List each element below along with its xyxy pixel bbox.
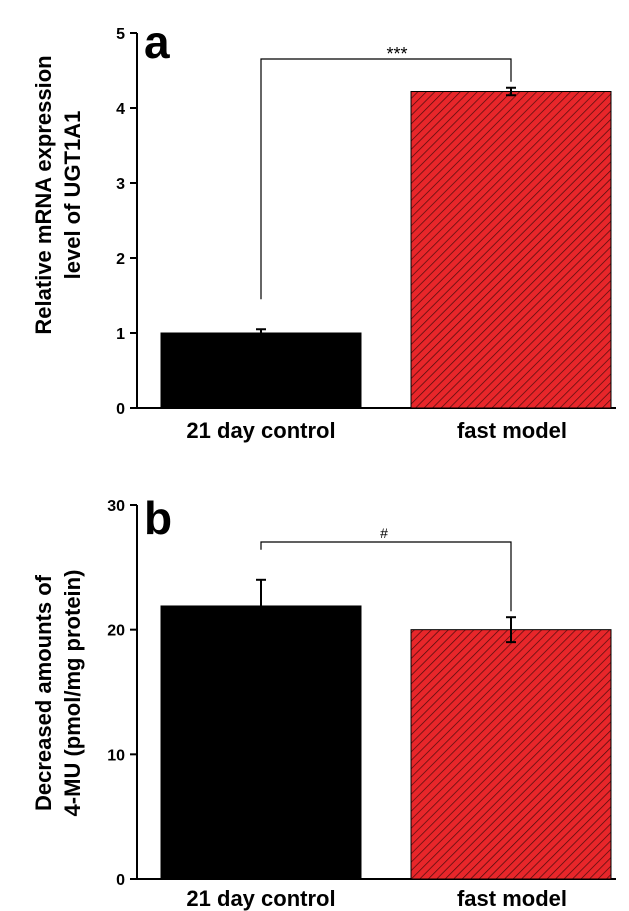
panel-a-errorbar-control [256,328,266,338]
panel-b-ytick-label: 0 [116,872,125,889]
panel-a-errorbar-fast-model [506,86,516,97]
panel-a-ytick-label: 3 [116,176,125,193]
panel-b-significance: # [380,525,388,541]
panel-a-ylabel-line1: Relative mRNA expression [31,55,56,334]
panel-a-ytick-label: 0 [116,401,125,418]
panel-b-category-label-control: 21 day control [186,886,335,911]
panel-b-label: b [144,492,172,544]
panel-a-category-label-fast: fast model [457,418,567,443]
panel-a-bar-fast-model [410,91,612,409]
panel-b-ylabel-line1: Decreased amounts of [31,574,56,811]
panel-b: b Decreased amounts of 4-MU (pmol/mg pro… [31,492,616,911]
panel-b-errorbar-control [256,578,266,634]
panel-b-bar-control [160,605,362,880]
panel-a: a Relative mRNA expression level of UGT1… [31,16,616,443]
panel-a-ytick-label: 4 [116,101,125,118]
panel-a-category-label-control: 21 day control [186,418,335,443]
panel-b-category-label-fast: fast model [457,886,567,911]
panel-a-significance-bracket [260,58,512,300]
panel-a-ytick-label: 2 [116,251,125,268]
panel-b-significance-bracket [260,541,512,612]
panel-a-ytick-label: 1 [116,326,125,343]
panel-b-ytick-label: 10 [107,747,125,764]
panel-b-errorbar-fast-model [506,616,516,644]
panel-a-ylabel-line2: level of UGT1A1 [60,111,85,280]
panel-a-label: a [144,16,170,68]
panel-b-ytick-label: 20 [107,623,125,640]
panel-a-ytick-label: 5 [116,26,125,43]
panel-a-significance: *** [386,44,407,64]
panel-b-bar-fast-model [410,629,612,880]
panel-b-ytick-label: 30 [107,498,125,515]
panel-b-ylabel-line2: 4-MU (pmol/mg protein) [60,570,85,817]
panel-a-bar-control [160,332,362,409]
